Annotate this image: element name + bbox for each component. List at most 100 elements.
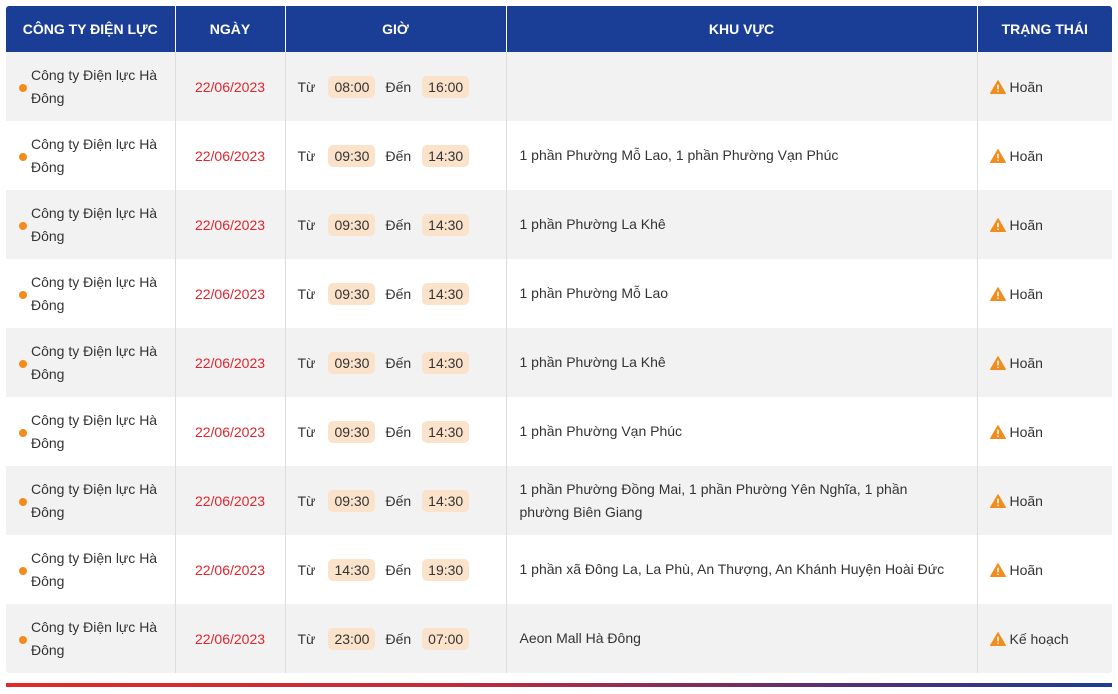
column-header-date[interactable]: NGÀY: [175, 6, 286, 52]
company-wrap: Công ty Điện lực Hà Đông: [19, 64, 175, 110]
status-label: Hoãn: [1009, 147, 1043, 164]
company-cell: Công ty Điện lực Hà Đông: [6, 121, 176, 190]
company-cell: Công ty Điện lực Hà Đông: [6, 604, 176, 673]
date-cell: 22/06/2023: [175, 52, 286, 121]
company-cell: Công ty Điện lực Hà Đông: [6, 466, 176, 535]
time-from-value: 23:00: [328, 627, 376, 650]
company-name: Công ty Điện lực Hà Đông: [31, 480, 158, 520]
company-wrap: Công ty Điện lực Hà Đông: [19, 340, 175, 386]
time-to-value: 16:00: [422, 75, 470, 98]
status-cell: Hoãn: [977, 190, 1112, 259]
time-to-value: 14:30: [422, 351, 470, 374]
bullet-dot-icon: [19, 428, 27, 437]
time-from-value: 09:30: [328, 351, 376, 374]
bullet-dot-icon: [19, 497, 27, 506]
time-from-value: 09:30: [328, 489, 376, 512]
area-cell: 1 phần Phường Mỗ Lao, 1 phần Phường Vạn …: [506, 121, 978, 190]
company-cell: Công ty Điện lực Hà Đông: [6, 190, 176, 259]
table-row[interactable]: Công ty Điện lực Hà Đông 22/06/2023 Từ 23:0…: [6, 604, 1112, 673]
status-wrap: Hoãn: [989, 423, 1113, 440]
column-header-company[interactable]: CÔNG TY ĐIỆN LỰC: [6, 6, 176, 52]
status-cell: Hoãn: [977, 535, 1112, 604]
time-to-value: 14:30: [422, 213, 470, 236]
company-wrap: Công ty Điện lực Hà Đông: [19, 616, 175, 662]
status-label: Hoãn: [1009, 216, 1043, 233]
column-header-area[interactable]: KHU VỰC: [506, 6, 978, 52]
time-cell: Từ 23:00 Đến 07:00: [285, 604, 507, 673]
time-from-label: Từ: [297, 285, 316, 302]
time-from-label: Từ: [297, 147, 316, 164]
time-from-label: Từ: [297, 354, 316, 371]
status-cell: Hoãn: [977, 259, 1112, 328]
company-cell: Công ty Điện lực Hà Đông: [6, 259, 176, 328]
bullet-dot-icon: [19, 566, 27, 575]
status-label: Hoãn: [1009, 354, 1043, 371]
company-wrap: Công ty Điện lực Hà Đông: [19, 271, 175, 317]
company-wrap: Công ty Điện lực Hà Đông: [19, 409, 175, 455]
time-cell: Từ 08:00 Đến 16:00: [285, 52, 507, 121]
time-to-label: Đến: [385, 216, 412, 233]
table-row[interactable]: Công ty Điện lực Hà Đông 22/06/2023 Từ 09:3…: [6, 259, 1112, 328]
table-header: CÔNG TY ĐIỆN LỰC NGÀY GIỜ KHU VỰC TRẠNG …: [6, 6, 1112, 52]
date-cell: 22/06/2023: [175, 259, 286, 328]
time-from-label: Từ: [297, 492, 316, 509]
bullet-dot-icon: [19, 290, 27, 299]
status-label: Hoãn: [1009, 492, 1043, 509]
table-row[interactable]: Công ty Điện lực Hà Đông 22/06/2023 Từ 09:3…: [6, 121, 1112, 190]
bullet-dot-icon: [19, 221, 27, 230]
table-row[interactable]: Công ty Điện lực Hà Đông 22/06/2023 Từ 09:3…: [6, 328, 1112, 397]
warning-triangle-icon: [989, 355, 1006, 370]
time-from-value: 09:30: [328, 420, 376, 443]
warning-triangle-icon: [989, 286, 1006, 301]
time-to-label: Đến: [385, 423, 412, 440]
status-wrap: Hoãn: [989, 78, 1113, 95]
time-to-label: Đến: [385, 78, 412, 95]
time-to-value: 14:30: [422, 420, 470, 443]
company-name: Công ty Điện lực Hà Đông: [31, 135, 158, 175]
company-name: Công ty Điện lực Hà Đông: [31, 66, 158, 106]
time-from-label: Từ: [297, 78, 316, 95]
column-header-status[interactable]: TRẠNG THÁI: [977, 6, 1112, 52]
company-cell: Công ty Điện lực Hà Đông: [6, 52, 176, 121]
status-cell: Hoãn: [977, 397, 1112, 466]
status-cell: Hoãn: [977, 328, 1112, 397]
time-cell: Từ 09:30 Đến 14:30: [285, 190, 507, 259]
date-cell: 22/06/2023: [175, 466, 286, 535]
status-label: Kế hoạch: [1009, 630, 1069, 647]
date-cell: 22/06/2023: [175, 604, 286, 673]
area-cell: Aeon Mall Hà Đông: [506, 604, 978, 673]
time-from-value: 08:00: [328, 75, 376, 98]
column-header-time[interactable]: GIỜ: [285, 6, 507, 52]
status-label: Hoãn: [1009, 423, 1043, 440]
table-row[interactable]: Công ty Điện lực Hà Đông 22/06/2023 Từ 14:3…: [6, 535, 1112, 604]
warning-triangle-icon: [989, 217, 1006, 232]
status-cell: Hoãn: [977, 52, 1112, 121]
status-wrap: Hoãn: [989, 492, 1113, 509]
status-label: Hoãn: [1009, 285, 1043, 302]
table-header-row: CÔNG TY ĐIỆN LỰC NGÀY GIỜ KHU VỰC TRẠNG …: [6, 6, 1112, 52]
date-cell: 22/06/2023: [175, 535, 286, 604]
status-cell: Kế hoạch: [977, 604, 1112, 673]
table-row[interactable]: Công ty Điện lực Hà Đông 22/06/2023 Từ 09:3…: [6, 466, 1112, 535]
time-from-label: Từ: [297, 216, 316, 233]
area-cell: 1 phần Phường Đồng Mai, 1 phần Phường Yê…: [506, 466, 978, 535]
outage-schedule-table: CÔNG TY ĐIỆN LỰC NGÀY GIỜ KHU VỰC TRẠNG …: [6, 6, 1112, 673]
table-row[interactable]: Công ty Điện lực Hà Đông 22/06/2023 Từ 09:3…: [6, 397, 1112, 466]
bullet-dot-icon: [19, 83, 27, 92]
table-row[interactable]: Công ty Điện lực Hà Đông 22/06/2023 Từ 09:3…: [6, 190, 1112, 259]
time-to-label: Đến: [385, 561, 412, 578]
time-to-value: 14:30: [422, 282, 470, 305]
time-from-label: Từ: [297, 630, 316, 647]
warning-triangle-icon: [989, 631, 1006, 646]
outage-schedule-table-container: CÔNG TY ĐIỆN LỰC NGÀY GIỜ KHU VỰC TRẠNG …: [6, 6, 1112, 673]
status-label: Hoãn: [1009, 78, 1043, 95]
area-cell: [506, 52, 978, 121]
area-cell: 1 phần Phường La Khê: [506, 190, 978, 259]
time-cell: Từ 09:30 Đến 14:30: [285, 328, 507, 397]
table-row[interactable]: Công ty Điện lực Hà Đông 22/06/2023 Từ 08:0…: [6, 52, 1112, 121]
status-wrap: Hoãn: [989, 216, 1113, 233]
bottom-accent-bar: [6, 683, 1112, 687]
status-wrap: Hoãn: [989, 285, 1113, 302]
time-cell: Từ 14:30 Đến 19:30: [285, 535, 507, 604]
company-wrap: Công ty Điện lực Hà Đông: [19, 133, 175, 179]
